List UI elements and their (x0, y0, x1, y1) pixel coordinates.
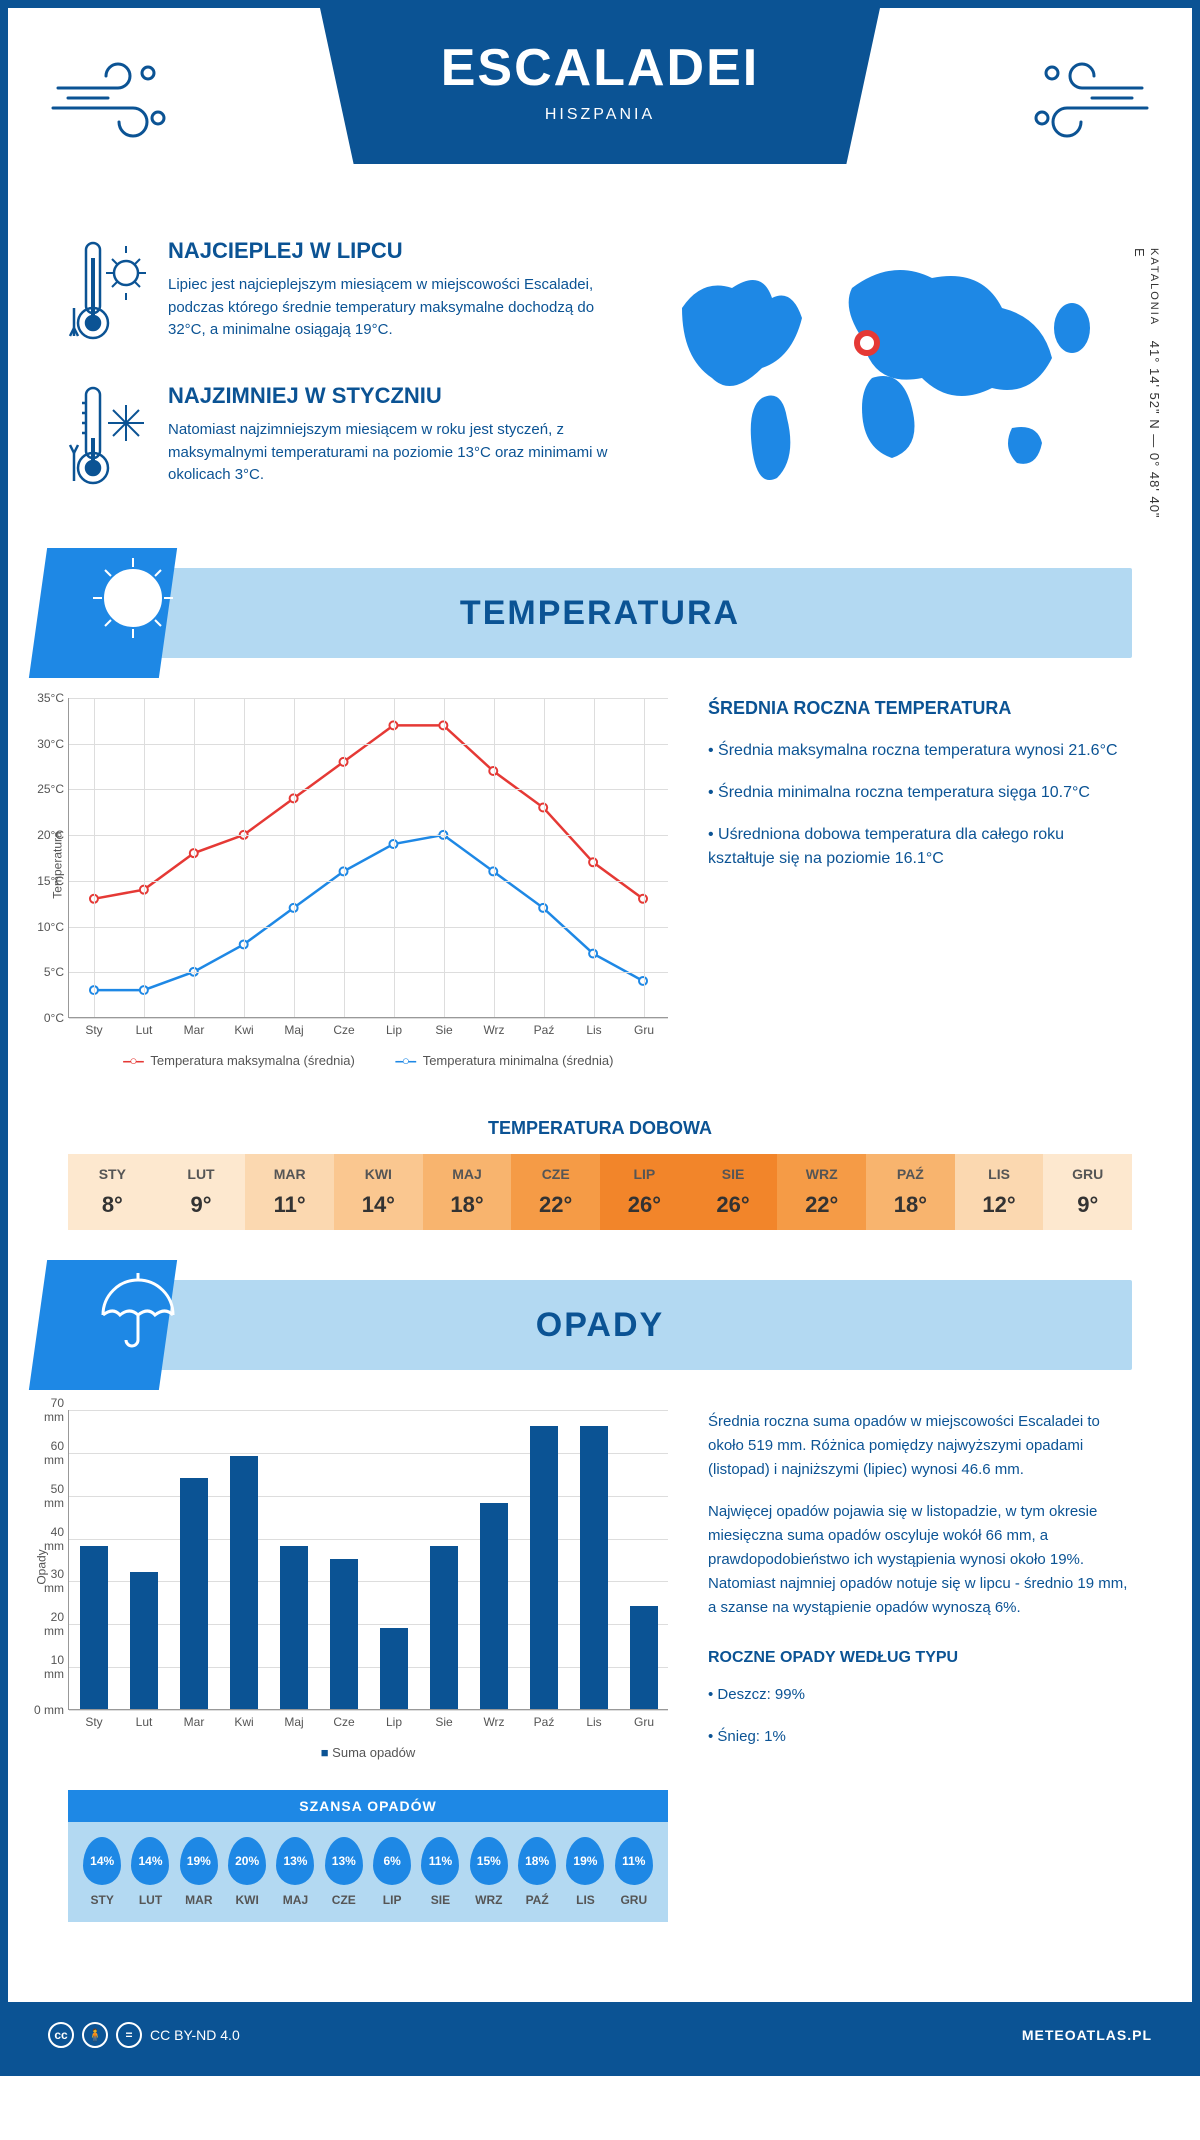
thermometer-cold-icon (68, 383, 148, 498)
chance-cell: 20%KWI (223, 1837, 271, 1907)
nd-icon: = (116, 2022, 142, 2048)
heatmap-cell: WRZ22° (777, 1154, 866, 1230)
precip-p1: Średnia roczna suma opadów w miejscowośc… (708, 1410, 1132, 1482)
coldest-block: NAJZIMNIEJ W STYCZNIU Natomiast najzimni… (68, 383, 612, 498)
region-label: KATALONIA (1148, 248, 1160, 326)
chance-cell: 13%MAJ (271, 1837, 319, 1907)
header: ESCALADEI HISZPANIA (8, 8, 1192, 208)
rain-chance-box: SZANSA OPADÓW 14%STY14%LUT19%MAR20%KWI13… (68, 1790, 668, 1922)
chance-cell: 18%PAŹ (513, 1837, 561, 1907)
by-type-item: • Śnieg: 1% (708, 1725, 1132, 1749)
chance-cell: 14%LUT (126, 1837, 174, 1907)
bar (80, 1546, 108, 1709)
precip-title: OPADY (68, 1306, 1132, 1345)
location-title: ESCALADEI (320, 38, 880, 98)
heatmap-cell: LIS12° (955, 1154, 1044, 1230)
chance-cell: 11%GRU (610, 1837, 658, 1907)
temperature-summary: ŚREDNIA ROCZNA TEMPERATURA • Średnia mak… (708, 698, 1132, 1068)
daily-temp-heatmap: STY8°LUT9°MAR11°KWI14°MAJ18°CZE22°LIP26°… (68, 1154, 1132, 1230)
chance-cell: 19%MAR (175, 1837, 223, 1907)
summary-title: ŚREDNIA ROCZNA TEMPERATURA (708, 698, 1132, 719)
site-name: METEOATLAS.PL (1022, 2027, 1152, 2043)
coordinates: KATALONIA 41° 14' 52" N — 0° 48' 40" E (1132, 248, 1162, 528)
legend-max: Temperatura maksymalna (średnia) (123, 1053, 355, 1068)
daily-temp-title: TEMPERATURA DOBOWA (8, 1118, 1192, 1139)
heatmap-cell: SIE26° (689, 1154, 778, 1230)
title-banner: ESCALADEI HISZPANIA (320, 8, 880, 164)
summary-item: • Uśredniona dobowa temperatura dla całe… (708, 823, 1132, 871)
chance-cell: 6%LIP (368, 1837, 416, 1907)
section-head-precip: OPADY (68, 1280, 1132, 1370)
heatmap-cell: KWI14° (334, 1154, 423, 1230)
wind-icon (48, 48, 178, 153)
wind-icon (1022, 48, 1152, 153)
thermometer-hot-icon (68, 238, 148, 353)
country-label: HISZPANIA (320, 106, 880, 124)
world-map: KATALONIA 41° 14' 52" N — 0° 48' 40" E (652, 238, 1132, 528)
heatmap-cell: STY8° (68, 1154, 157, 1230)
latitude: 41° 14' 52" N (1147, 341, 1162, 430)
bar (330, 1559, 358, 1709)
intro-section: NAJCIEPLEJ W LIPCU Lipiec jest najcieple… (8, 208, 1192, 568)
heatmap-cell: GRU9° (1043, 1154, 1132, 1230)
chance-title: SZANSA OPADÓW (68, 1790, 668, 1822)
temperature-title: TEMPERATURA (68, 594, 1132, 633)
heatmap-cell: MAJ18° (423, 1154, 512, 1230)
heatmap-cell: PAŹ18° (866, 1154, 955, 1230)
coldest-title: NAJZIMNIEJ W STYCZNIU (168, 383, 612, 409)
bar (230, 1456, 258, 1709)
license: cc 🧍 = CC BY-ND 4.0 (48, 2022, 240, 2048)
chance-cell: 15%WRZ (465, 1837, 513, 1907)
precip-p2: Najwięcej opadów pojawia się w listopadz… (708, 1500, 1132, 1620)
footer: cc 🧍 = CC BY-ND 4.0 METEOATLAS.PL (8, 2002, 1192, 2068)
bar (130, 1572, 158, 1709)
chart-legend: Temperatura maksymalna (średnia) Tempera… (68, 1053, 668, 1068)
bar-legend: Suma opadów (68, 1745, 668, 1760)
hottest-title: NAJCIEPLEJ W LIPCU (168, 238, 612, 264)
by-type-item: • Deszcz: 99% (708, 1683, 1132, 1707)
bar (180, 1478, 208, 1709)
summary-item: • Średnia minimalna roczna temperatura s… (708, 781, 1132, 805)
chance-cell: 19%LIS (561, 1837, 609, 1907)
chance-cell: 13%CZE (320, 1837, 368, 1907)
chance-cell: 11%SIE (416, 1837, 464, 1907)
temperature-chart: Temperatura 0°C5°C10°C15°C20°C25°C30°C35… (68, 698, 668, 1068)
bar (530, 1426, 558, 1709)
bar (580, 1426, 608, 1709)
section-head-temperature: TEMPERATURA (68, 568, 1132, 658)
chance-cell: 14%STY (78, 1837, 126, 1907)
bar (630, 1606, 658, 1709)
cc-icon: cc (48, 2022, 74, 2048)
hottest-block: NAJCIEPLEJ W LIPCU Lipiec jest najcieple… (68, 238, 612, 353)
page: ESCALADEI HISZPANIA NAJCIEPLEJ W LIPCU L… (0, 0, 1200, 2076)
heatmap-cell: LUT9° (157, 1154, 246, 1230)
legend-min: Temperatura minimalna (średnia) (395, 1053, 614, 1068)
coldest-text: Natomiast najzimniejszym miesiącem w rok… (168, 419, 612, 487)
hottest-text: Lipiec jest najcieplejszym miesiącem w m… (168, 274, 612, 342)
precip-summary: Średnia roczna suma opadów w miejscowośc… (708, 1410, 1132, 1922)
bar (480, 1503, 508, 1709)
bar (380, 1628, 408, 1709)
summary-item: • Średnia maksymalna roczna temperatura … (708, 739, 1132, 763)
by-type-title: ROCZNE OPADY WEDŁUG TYPU (708, 1645, 1132, 1671)
heatmap-cell: MAR11° (245, 1154, 334, 1230)
heatmap-cell: CZE22° (511, 1154, 600, 1230)
license-text: CC BY-ND 4.0 (150, 2027, 240, 2043)
heatmap-cell: LIP26° (600, 1154, 689, 1230)
by-icon: 🧍 (82, 2022, 108, 2048)
precip-chart: Opady 0 mm10 mm20 mm30 mm40 mm50 mm60 mm… (68, 1410, 668, 1922)
bar (280, 1546, 308, 1709)
bar (430, 1546, 458, 1709)
